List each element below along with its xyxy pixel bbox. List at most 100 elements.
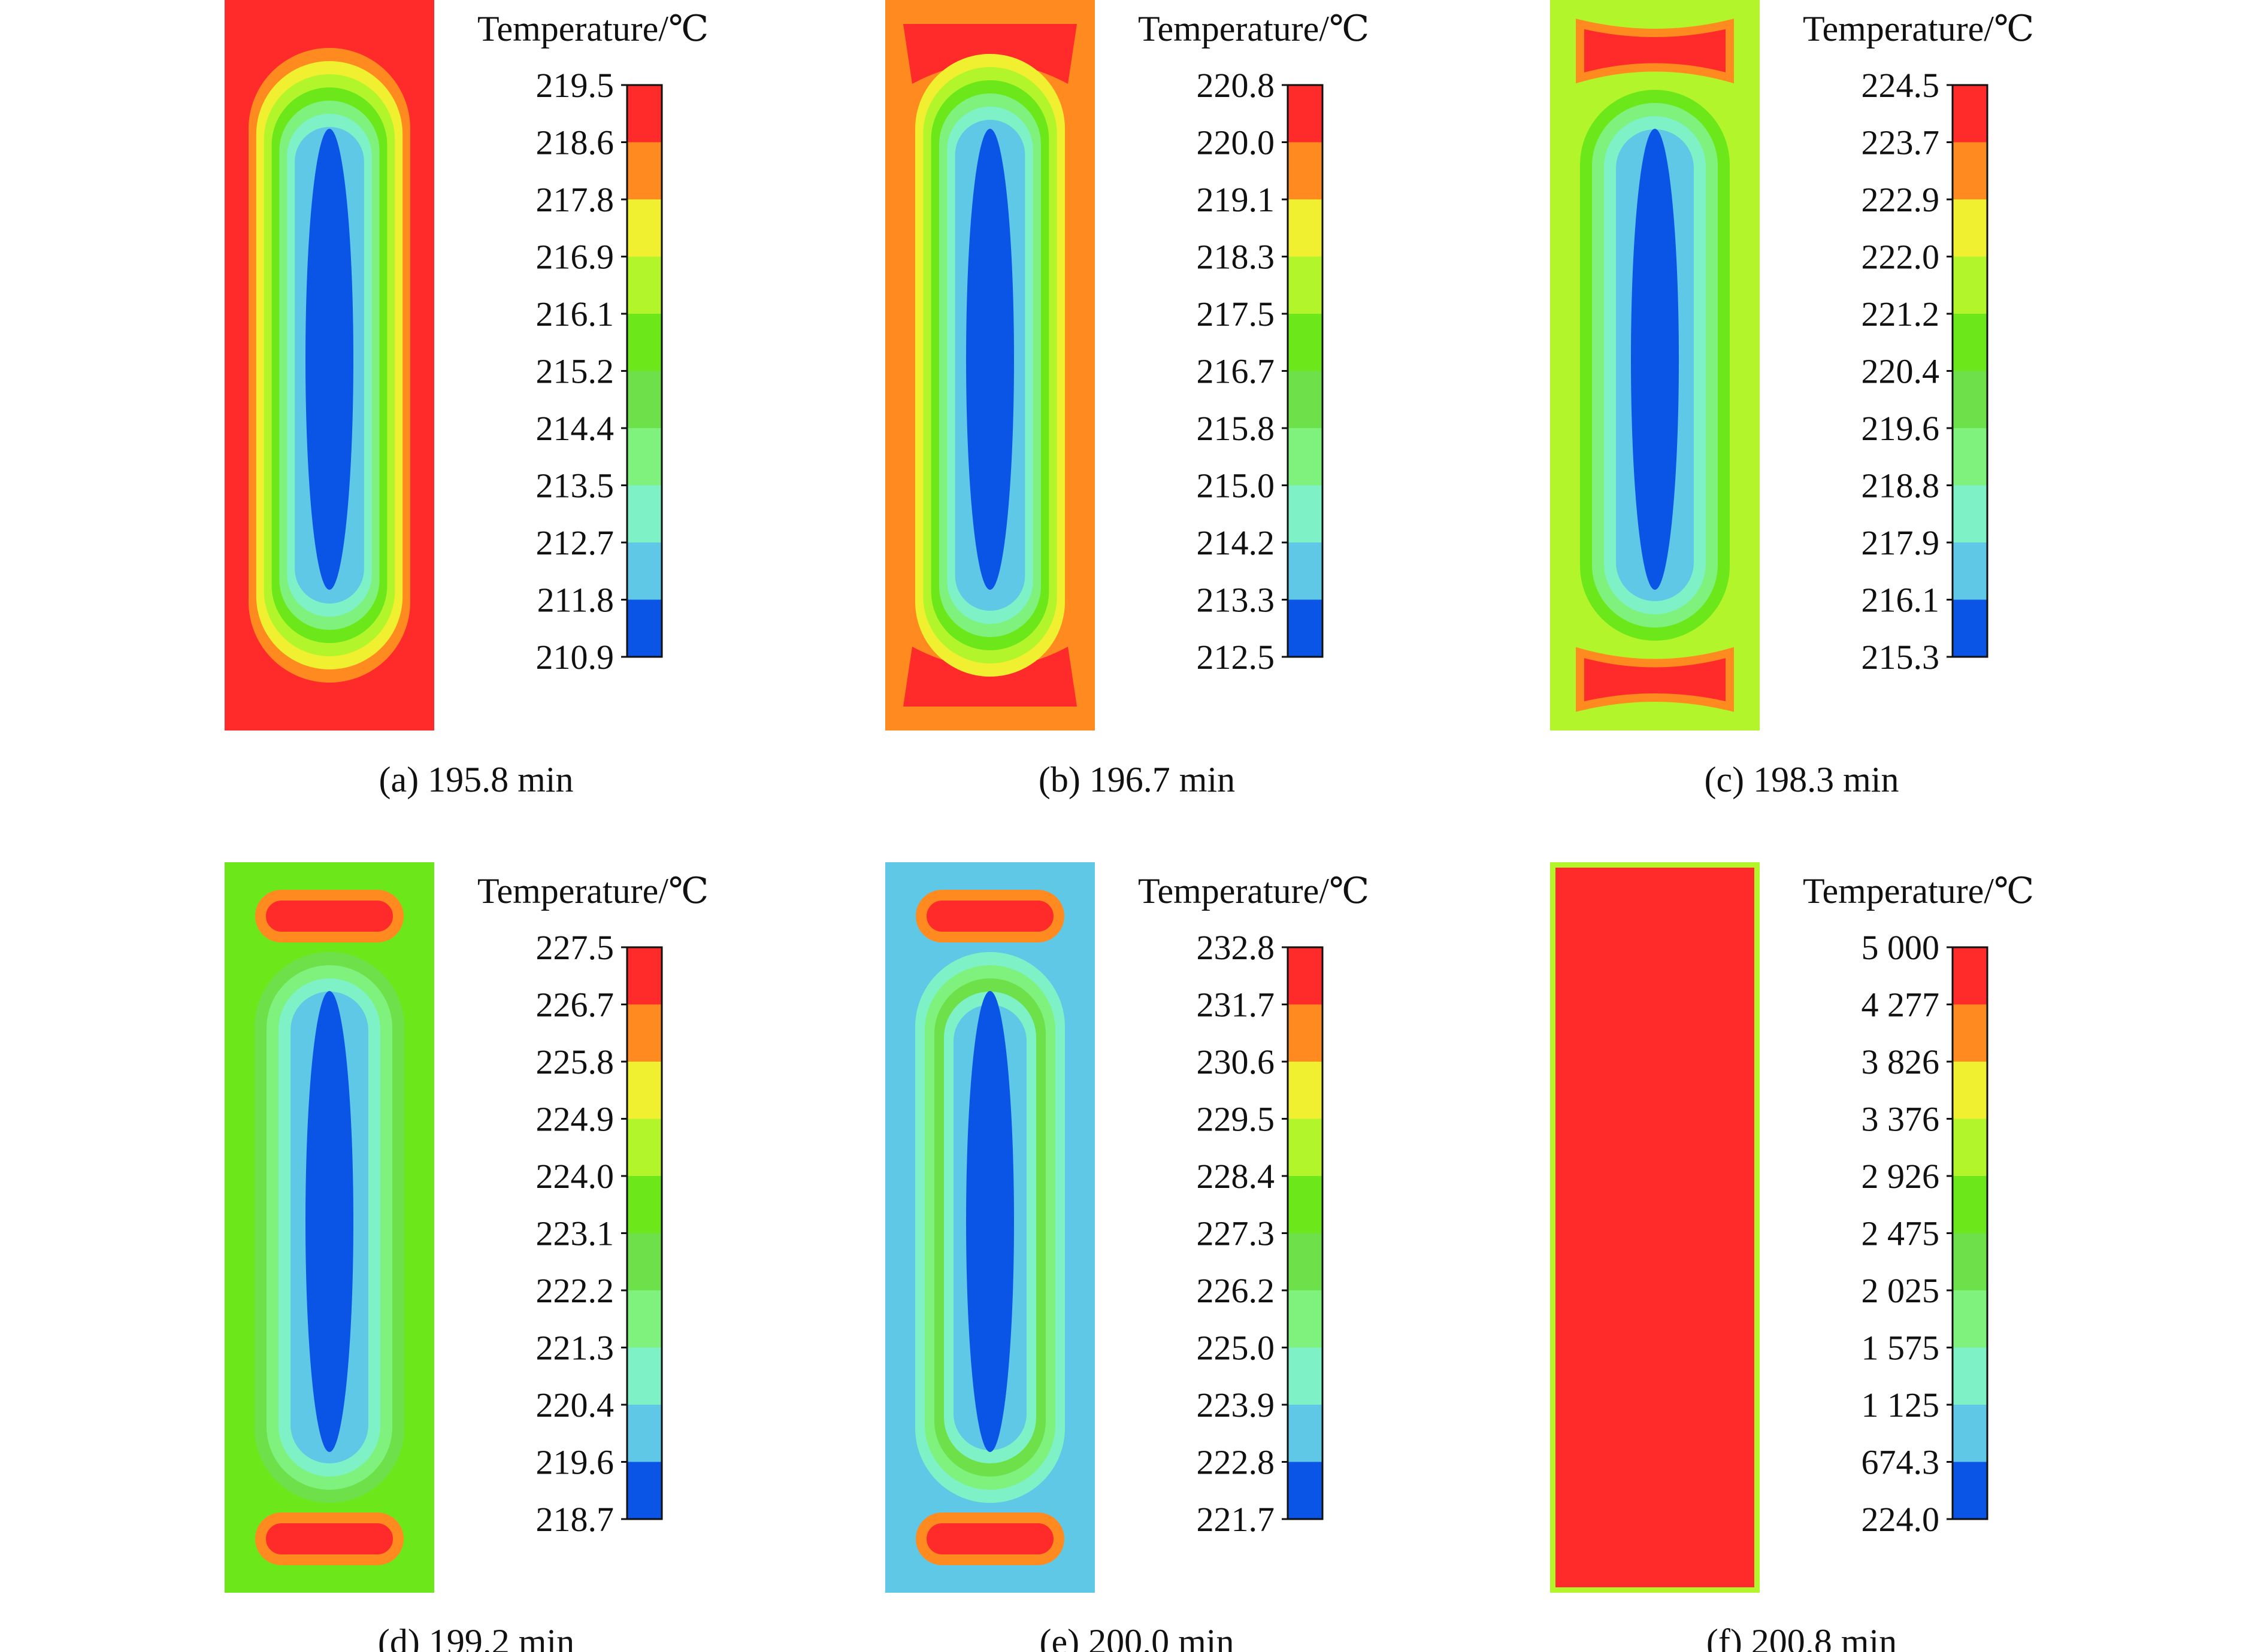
cold-core bbox=[966, 129, 1014, 590]
colorbar-tick-label: 226.7 bbox=[536, 986, 615, 1024]
colorbar-tick-label: 210.9 bbox=[536, 638, 615, 677]
colorbar-band bbox=[627, 485, 662, 543]
temperature-field bbox=[225, 0, 434, 730]
colorbar-band bbox=[627, 314, 662, 371]
colorbar-tick-label: 221.7 bbox=[1197, 1500, 1275, 1539]
colorbar-tick-label: 223.7 bbox=[1862, 123, 1940, 162]
hot-lobe-top bbox=[916, 890, 1064, 942]
colorbar-band bbox=[1288, 85, 1322, 143]
temperature-field bbox=[885, 0, 1095, 730]
colorbar-band bbox=[1953, 1233, 1987, 1291]
panel-caption: (b) 196.7 min bbox=[1039, 760, 1235, 799]
colorbar-band bbox=[627, 371, 662, 429]
colorbar-band bbox=[1288, 485, 1322, 543]
colorbar-band bbox=[1288, 599, 1322, 657]
colorbar-band bbox=[1953, 1462, 1987, 1520]
colorbar-tick-label: 216.1 bbox=[536, 295, 615, 334]
colorbar-tick-label: 222.2 bbox=[536, 1271, 615, 1310]
colorbar-tick-label: 214.2 bbox=[1197, 523, 1275, 562]
panel-caption: (e) 200.0 min bbox=[1040, 1622, 1234, 1652]
colorbar-tick-label: 1 125 bbox=[1862, 1386, 1940, 1424]
colorbar-band bbox=[1953, 1405, 1987, 1462]
cold-core bbox=[1631, 129, 1679, 590]
colorbar-tick-label: 223.1 bbox=[536, 1214, 615, 1253]
temperature-field bbox=[885, 862, 1095, 1593]
panel-b: 220.8 220.0 219.1 218.3 217.5 216.7 215.8 215.0… bbox=[885, 0, 1369, 799]
colorbar-band bbox=[1953, 485, 1987, 543]
cold-core bbox=[966, 991, 1014, 1452]
colorbar-tick-label: 220.4 bbox=[1862, 352, 1940, 391]
colorbar-band bbox=[627, 947, 662, 1005]
colorbar-tick-label: 230.6 bbox=[1197, 1042, 1275, 1081]
colorbar-tick-label: 215.3 bbox=[1862, 638, 1940, 677]
colorbar-band bbox=[627, 1118, 662, 1177]
colorbar-band bbox=[1288, 1233, 1322, 1291]
panel-d: 227.5 226.7 225.8 224.9 224.0 223.1 222.2 221.3… bbox=[225, 862, 709, 1652]
colorbar-band bbox=[627, 1233, 662, 1291]
colorbar-tick-label: 674.3 bbox=[1862, 1443, 1940, 1482]
colorbar-tick-label: 219.6 bbox=[536, 1443, 615, 1482]
colorbar-tick-label: 220.0 bbox=[1197, 123, 1275, 162]
colorbar-tick-label: 219.1 bbox=[1197, 180, 1275, 219]
colorbar: 5 000 4 277 3 826 3 376 2 926 2 475 2 025 1 575… bbox=[1862, 928, 1988, 1539]
colorbar-band bbox=[627, 1405, 662, 1462]
colorbar-tick-label: 211.8 bbox=[537, 581, 614, 620]
colorbar-tick-label: 2 475 bbox=[1862, 1214, 1940, 1253]
panel-f: 5 000 4 277 3 826 3 376 2 926 2 475 2 025 1 575… bbox=[1550, 862, 2034, 1652]
panel-e: 232.8 231.7 230.6 229.5 228.4 227.3 226.2 225.0… bbox=[885, 862, 1369, 1652]
panel-caption: (a) 195.8 min bbox=[379, 760, 574, 799]
temperature-field bbox=[225, 862, 434, 1593]
panel-caption: (d) 199.2 min bbox=[378, 1622, 574, 1652]
colorbar-tick-label: 215.0 bbox=[1197, 466, 1275, 505]
colorbar-band bbox=[1288, 1405, 1322, 1462]
cold-core bbox=[305, 991, 353, 1452]
colorbar: 219.5 218.6 217.8 216.9 216.1 215.2 214.4 213.5… bbox=[536, 66, 663, 677]
colorbar-tick-label: 224.5 bbox=[1862, 66, 1940, 105]
colorbar-band bbox=[1288, 947, 1322, 1005]
colorbar-band bbox=[1953, 1062, 1987, 1119]
hot-lobe-bottom bbox=[255, 1512, 404, 1565]
colorbar-tick-label: 227.5 bbox=[536, 928, 615, 967]
colorbar-tick-label: 222.0 bbox=[1862, 238, 1940, 277]
colorbar-tick-label: 214.4 bbox=[536, 409, 615, 448]
hot-lobe-bottom bbox=[916, 1512, 1064, 1565]
colorbar-tick-label: 212.7 bbox=[536, 523, 615, 562]
colorbar-title: Temperature/℃ bbox=[477, 871, 709, 911]
colorbar-title: Temperature/℃ bbox=[1803, 9, 2034, 49]
panel-caption: (c) 198.3 min bbox=[1705, 760, 1899, 799]
colorbar-tick-label: 216.1 bbox=[1862, 581, 1940, 620]
colorbar-band bbox=[1288, 428, 1322, 486]
colorbar-tick-label: 4 277 bbox=[1862, 986, 1940, 1024]
colorbar-band bbox=[1953, 1290, 1987, 1348]
colorbar-tick-label: 218.6 bbox=[536, 123, 615, 162]
colorbar-tick-label: 216.7 bbox=[1197, 352, 1275, 391]
colorbar-band bbox=[627, 1062, 662, 1119]
colorbar-band bbox=[1953, 599, 1987, 657]
panel-c: 224.5 223.7 222.9 222.0 221.2 220.4 219.6 218.8… bbox=[1550, 0, 2034, 799]
colorbar-band bbox=[1288, 1462, 1322, 1520]
colorbar-tick-label: 222.8 bbox=[1197, 1443, 1275, 1482]
colorbar-band bbox=[1288, 1347, 1322, 1405]
colorbar-tick-label: 228.4 bbox=[1197, 1157, 1275, 1196]
colorbar-tick-label: 225.8 bbox=[536, 1042, 615, 1081]
colorbar-tick-label: 212.5 bbox=[1197, 638, 1275, 677]
temperature-field bbox=[1550, 862, 1760, 1593]
panel-a: 219.5 218.6 217.8 216.9 216.1 215.2 214.4 213.5… bbox=[225, 0, 709, 799]
colorbar-tick-label: 225.0 bbox=[1197, 1329, 1275, 1368]
colorbar-band bbox=[627, 1462, 662, 1520]
colorbar-title: Temperature/℃ bbox=[1138, 871, 1369, 911]
colorbar-band bbox=[627, 142, 662, 200]
colorbar-band bbox=[1288, 1290, 1322, 1348]
colorbar-band bbox=[627, 1004, 662, 1062]
colorbar: 220.8 220.0 219.1 218.3 217.5 216.7 215.8 215.0… bbox=[1197, 66, 1324, 677]
colorbar-tick-label: 213.5 bbox=[536, 466, 615, 505]
colorbar-title: Temperature/℃ bbox=[1138, 9, 1369, 49]
colorbar-band bbox=[1288, 256, 1322, 314]
colorbar-band bbox=[627, 256, 662, 314]
colorbar-tick-label: 220.8 bbox=[1197, 66, 1275, 105]
colorbar-tick-label: 227.3 bbox=[1197, 1214, 1275, 1253]
colorbar-tick-label: 3 826 bbox=[1862, 1042, 1940, 1081]
hot-lobe-bottom bbox=[1576, 647, 1734, 712]
colorbar-band bbox=[1288, 142, 1322, 200]
